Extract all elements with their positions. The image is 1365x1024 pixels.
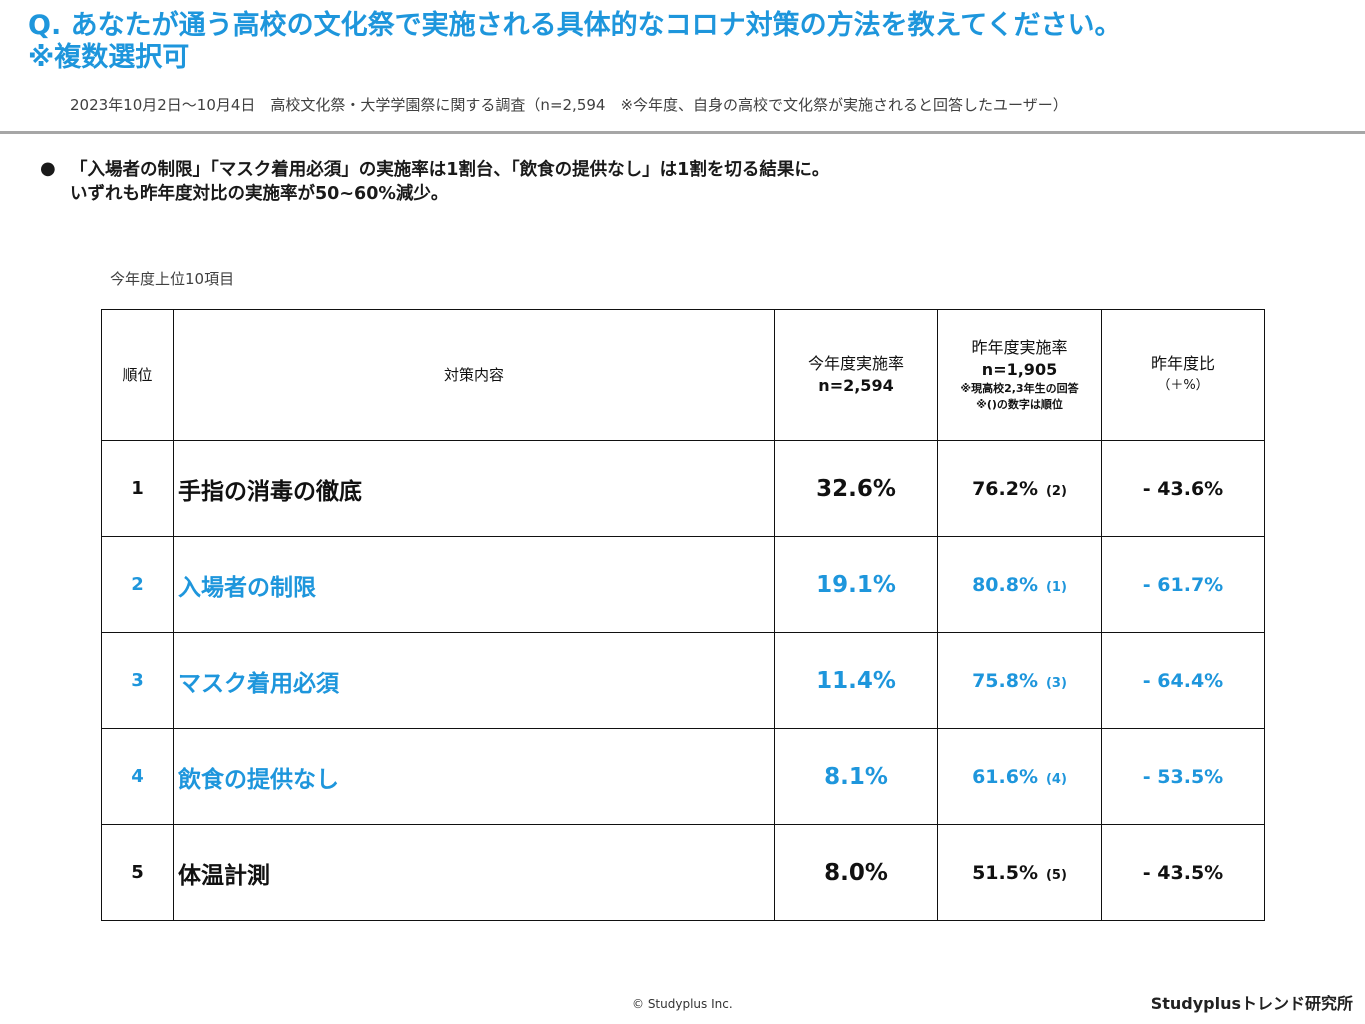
- bullet-icon: ●: [40, 158, 56, 179]
- row-last-rank: (4): [1045, 771, 1067, 787]
- copyright: © Studyplus Inc.: [632, 997, 733, 1011]
- row-rank: 4: [101, 728, 174, 825]
- row-last-year-value: 51.5%: [972, 861, 1038, 884]
- header-this-year: 今年度実施率 n=2,594: [774, 309, 938, 441]
- row-last-year: 51.5% (5): [937, 824, 1102, 921]
- row-last-year-value: 61.6%: [972, 765, 1038, 788]
- header-last-year-n: n=1,905: [981, 360, 1058, 379]
- header-ratio: 昨年度比 （＋%）: [1101, 309, 1265, 441]
- row-rank: 1: [101, 440, 174, 537]
- survey-note: 2023年10月2日～10月4日 高校文化祭・大学学園祭に関する調査（n=2,5…: [70, 96, 1068, 114]
- question-line-2: ※複数選択可: [28, 42, 190, 73]
- row-item: 手指の消毒の徹底: [173, 440, 775, 537]
- header-rank: 順位: [101, 309, 174, 441]
- row-diff: - 43.6%: [1101, 440, 1265, 537]
- row-item: 飲食の提供なし: [173, 728, 775, 825]
- table-row: 4 飲食の提供なし 8.1% 61.6% (4) - 53.5%: [101, 728, 1265, 825]
- header-ratio-title: 昨年度比: [1150, 354, 1215, 373]
- summary-text: 「入場者の制限」「マスク着用必須」の実施率は1割台、「飲食の提供なし」は1割を切…: [70, 158, 829, 206]
- header: Q. あなたが通う高校の文化祭で実施される具体的なコロナ対策の方法を教えてくださ…: [0, 0, 1365, 134]
- header-last-year-note-1: ※現高校2,3年生の回答: [960, 382, 1079, 395]
- row-this-year: 32.6%: [774, 440, 938, 537]
- header-last-year: 昨年度実施率 n=1,905 ※現高校2,3年生の回答 ※()の数字は順位: [937, 309, 1102, 441]
- table-row: 2 入場者の制限 19.1% 80.8% (1) - 61.7%: [101, 536, 1265, 633]
- header-content: 対策内容: [173, 309, 775, 441]
- row-this-year: 19.1%: [774, 536, 938, 633]
- brand-logo: Studyplusトレンド研究所: [1150, 994, 1353, 1013]
- row-last-rank: (3): [1045, 675, 1067, 691]
- header-last-year-note-2: ※()の数字は順位: [976, 398, 1063, 411]
- row-last-year-value: 80.8%: [972, 573, 1038, 596]
- summary-line-2: いずれも昨年度対比の実施率が50~60%減少。: [70, 184, 449, 204]
- header-this-year-n: n=2,594: [818, 376, 894, 395]
- row-rank: 3: [101, 632, 174, 729]
- row-item: 体温計測: [173, 824, 775, 921]
- header-this-year-title: 今年度実施率: [807, 354, 904, 373]
- result-table: 順位 対策内容 今年度実施率 n=2,594 昨年度実施率 n=1,905 ※現…: [101, 309, 1265, 921]
- row-last-rank: (5): [1045, 867, 1067, 883]
- row-this-year: 8.0%: [774, 824, 938, 921]
- row-last-year-value: 76.2%: [972, 477, 1038, 500]
- row-this-year: 8.1%: [774, 728, 938, 825]
- row-last-year: 75.8% (3): [937, 632, 1102, 729]
- row-last-year: 61.6% (4): [937, 728, 1102, 825]
- row-item: マスク着用必須: [173, 632, 775, 729]
- table-header-row: 順位 対策内容 今年度実施率 n=2,594 昨年度実施率 n=1,905 ※現…: [101, 309, 1265, 441]
- row-diff: - 64.4%: [1101, 632, 1265, 729]
- row-this-year: 11.4%: [774, 632, 938, 729]
- question-title: Q. あなたが通う高校の文化祭で実施される具体的なコロナ対策の方法を教えてくださ…: [28, 10, 1348, 74]
- header-last-year-title: 昨年度実施率: [971, 338, 1068, 357]
- table-row: 3 マスク着用必須 11.4% 75.8% (3) - 64.4%: [101, 632, 1265, 729]
- row-last-year: 76.2% (2): [937, 440, 1102, 537]
- row-diff: - 43.5%: [1101, 824, 1265, 921]
- row-item: 入場者の制限: [173, 536, 775, 633]
- table-row: 5 体温計測 8.0% 51.5% (5) - 43.5%: [101, 824, 1265, 921]
- row-last-rank: (1): [1045, 579, 1067, 595]
- row-last-year-value: 75.8%: [972, 669, 1038, 692]
- table-caption: 今年度上位10項目: [110, 270, 235, 288]
- row-rank: 5: [101, 824, 174, 921]
- row-rank: 2: [101, 536, 174, 633]
- question-line-1: Q. あなたが通う高校の文化祭で実施される具体的なコロナ対策の方法を教えてくださ…: [28, 10, 1122, 41]
- summary-line-1: 「入場者の制限」「マスク着用必須」の実施率は1割台、「飲食の提供なし」は1割を切…: [70, 160, 830, 180]
- table-row: 1 手指の消毒の徹底 32.6% 76.2% (2) - 43.6%: [101, 440, 1265, 537]
- row-diff: - 53.5%: [1101, 728, 1265, 825]
- row-diff: - 61.7%: [1101, 536, 1265, 633]
- header-ratio-unit: （＋%）: [1157, 378, 1209, 393]
- row-last-rank: (2): [1045, 483, 1067, 499]
- row-last-year: 80.8% (1): [937, 536, 1102, 633]
